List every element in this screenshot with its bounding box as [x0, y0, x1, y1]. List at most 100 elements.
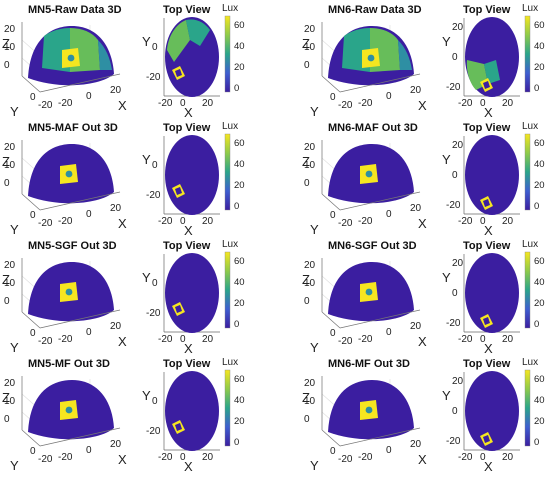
y-axis-label: Y	[310, 340, 319, 355]
colorbar-label: Lux	[522, 239, 539, 250]
chart-title: MN6-SGF Out 3D	[328, 240, 417, 252]
colorbar-tick-label: 60	[534, 374, 545, 385]
colorbar	[224, 133, 231, 211]
top-x-tick-label: -20	[458, 98, 473, 109]
z-tick-label: 20	[304, 142, 316, 153]
top-view-title: Top View	[463, 122, 511, 134]
top-y-tick-label: -20	[446, 318, 461, 329]
top-x-tick-label: -20	[158, 98, 173, 109]
colorbar-tick-label: 20	[534, 298, 545, 309]
y-axis-label: Y	[10, 104, 19, 119]
y-tick-label: 0	[30, 446, 36, 457]
y-axis-label: Y	[310, 458, 319, 473]
x-axis-label: X	[118, 216, 127, 231]
top-y-tick-label: 0	[152, 278, 158, 289]
z-tick-label: 0	[304, 60, 310, 71]
top-view-title: Top View	[163, 358, 211, 370]
top-view-ellipse	[465, 135, 519, 215]
top-x-tick-label: 20	[502, 334, 514, 345]
x-tick-label: 20	[410, 321, 422, 332]
top-view-ellipse	[465, 371, 519, 451]
colorbar-tick-label: 40	[234, 277, 245, 288]
y-tick-label: 0	[330, 446, 336, 457]
x-tick-label: 20	[410, 85, 422, 96]
x-tick-label: -20	[358, 98, 373, 109]
sensor-marker	[175, 187, 182, 195]
z-axis-label: Z	[302, 390, 310, 405]
surface-patch	[98, 40, 112, 70]
colorbar-tick-label: 0	[234, 83, 240, 94]
x-tick-label: 0	[86, 445, 92, 456]
x-tick-label: -20	[358, 334, 373, 345]
top-y-tick-label: 0	[452, 52, 458, 63]
x-tick-label: 0	[86, 209, 92, 220]
x-axis-label: X	[418, 98, 427, 113]
top-y-axis-label: Y	[442, 34, 451, 49]
colorbar-tick-label: 60	[234, 20, 245, 31]
sensor-point	[67, 54, 75, 62]
top-x-axis-label: X	[484, 341, 493, 356]
top-y-tick-label: -20	[446, 200, 461, 211]
x-tick-label: 20	[110, 203, 122, 214]
colorbar-tick-label: 20	[534, 416, 545, 427]
x-tick-label: 20	[110, 85, 122, 96]
chart-title: MN6-Raw Data 3D	[328, 4, 422, 16]
colorbar-tick-label: 40	[534, 41, 545, 52]
chart-panel-mn5-sgf: MN5-SGF Out 3D Top View Lux 20 10 0 Z 0 -20 Y -20 0…	[0, 236, 250, 356]
x-tick-label: 0	[386, 91, 392, 102]
top-x-tick-label: 20	[202, 98, 214, 109]
colorbar-tick-label: 0	[534, 319, 540, 330]
top-view-heatmap	[163, 15, 231, 97]
top-x-tick-label: 0	[480, 98, 486, 109]
top-view-title: Top View	[163, 122, 211, 134]
sensor-point	[365, 170, 373, 178]
top-view-ellipse	[165, 135, 219, 215]
x-tick-label: 0	[86, 327, 92, 338]
x-tick-label: -20	[358, 452, 373, 463]
x-tick-label: 20	[110, 321, 122, 332]
surface-3d-view	[321, 376, 421, 447]
sensor-point	[365, 288, 373, 296]
y-axis-label: Y	[310, 222, 319, 237]
chart-title: MN6-MAF Out 3D	[328, 122, 418, 134]
y-tick-label: 0	[30, 92, 36, 103]
top-x-tick-label: 0	[180, 98, 186, 109]
top-view-title: Top View	[463, 4, 511, 16]
colorbar-tick-label: 60	[534, 256, 545, 267]
z-tick-label: 10	[4, 396, 16, 407]
colorbar	[524, 15, 531, 93]
top-x-tick-label: 20	[502, 216, 514, 227]
colorbar-tick-label: 20	[234, 298, 245, 309]
z-tick-label: 10	[304, 160, 316, 171]
y-tick-label: -20	[38, 218, 53, 229]
chart-panel-mn6-sgf: MN6-SGF Out 3D Top View Lux 20 10 0 Z 0 -20 Y -20 0…	[300, 236, 550, 356]
colorbar	[224, 369, 231, 447]
colorbar-tick-label: 60	[234, 256, 245, 267]
z-tick-label: 0	[304, 296, 310, 307]
z-tick-label: 0	[4, 178, 10, 189]
top-y-tick-label: 0	[452, 406, 458, 417]
top-x-tick-label: -20	[458, 334, 473, 345]
top-x-axis-label: X	[484, 105, 493, 120]
top-y-axis-label: Y	[142, 34, 151, 49]
z-tick-label: 20	[304, 378, 316, 389]
z-tick-label: 20	[4, 260, 16, 271]
x-tick-label: 0	[386, 209, 392, 220]
surface-3d-view	[21, 22, 121, 93]
top-x-tick-label: 0	[480, 452, 486, 463]
top-x-tick-label: -20	[158, 334, 173, 345]
sensor-point	[65, 170, 73, 178]
surface-3d-view	[21, 376, 121, 447]
z-tick-label: 10	[4, 278, 16, 289]
top-view-heatmap	[463, 251, 531, 333]
colorbar-tick-label: 20	[234, 62, 245, 73]
top-x-tick-label: -20	[458, 216, 473, 227]
top-y-axis-label: Y	[442, 388, 451, 403]
top-view-heatmap	[463, 369, 531, 451]
x-tick-label: -20	[358, 216, 373, 227]
top-y-axis-label: Y	[142, 152, 151, 167]
top-view-title: Top View	[163, 4, 211, 16]
z-tick-label: 10	[304, 278, 316, 289]
colorbar-tick-label: 60	[234, 138, 245, 149]
chart-title: MN5-MF Out 3D	[28, 358, 110, 370]
